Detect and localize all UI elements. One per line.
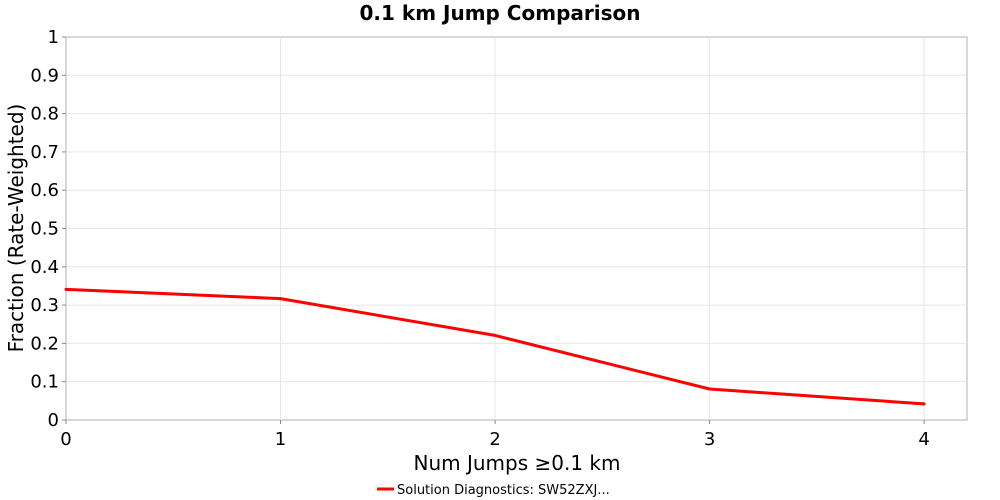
y-tick-label: 1 [48, 27, 59, 48]
y-tick-label: 0.4 [30, 257, 59, 278]
x-tick-label: 4 [918, 429, 929, 450]
chart-title: 0.1 km Jump Comparison [360, 1, 641, 25]
data-point [708, 387, 712, 391]
y-tick-label: 0 [48, 410, 59, 431]
legend: Solution Diagnostics: SW52ZXJ... [377, 483, 610, 498]
y-tick-label: 0.6 [30, 180, 59, 201]
y-axis-ticks: 0 0.1 0.2 0.3 0.4 0.5 0.6 0.7 0.8 0.9 1 [30, 27, 66, 431]
y-tick-label: 0.2 [30, 333, 59, 354]
data-point [279, 297, 283, 301]
y-tick-label: 0.8 [30, 104, 59, 125]
x-axis-ticks: 0 1 2 3 4 [60, 420, 930, 450]
x-tick-label: 3 [704, 429, 715, 450]
legend-label: Solution Diagnostics: SW52ZXJ... [397, 483, 610, 498]
series-layer [64, 287, 926, 406]
x-axis-title: Num Jumps ≥0.1 km [414, 451, 621, 475]
y-tick-label: 0.3 [30, 295, 59, 316]
data-point [493, 333, 497, 337]
y-tick-label: 0.5 [30, 219, 59, 240]
data-point [64, 287, 68, 291]
x-tick-label: 1 [275, 429, 286, 450]
y-tick-label: 0.1 [30, 372, 59, 393]
grid [66, 37, 967, 420]
x-tick-label: 0 [60, 429, 71, 450]
data-point [922, 402, 926, 406]
x-tick-label: 2 [489, 429, 500, 450]
y-tick-label: 0.9 [30, 65, 59, 86]
y-tick-label: 0.7 [30, 142, 59, 163]
y-axis-title: Fraction (Rate-Weighted) [4, 104, 28, 353]
